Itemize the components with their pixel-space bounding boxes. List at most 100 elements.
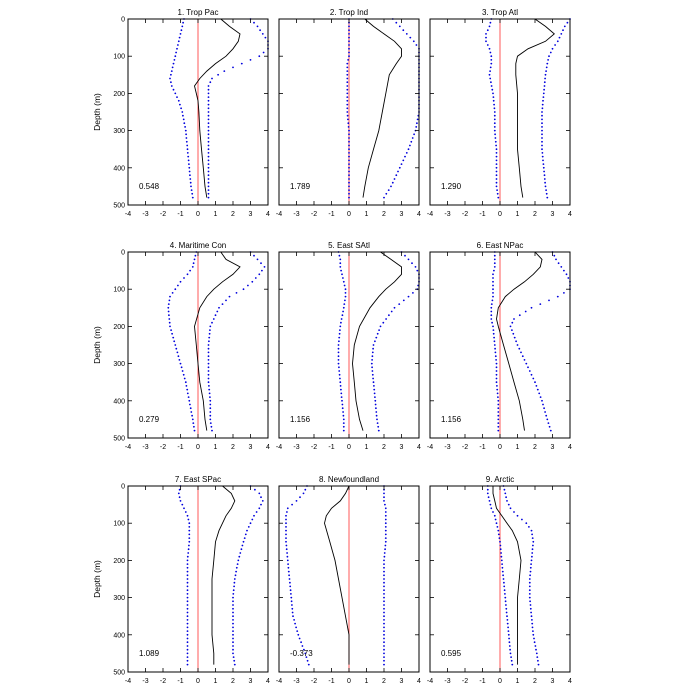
lower-bound-dot xyxy=(493,107,496,110)
lower-bound-dot xyxy=(344,295,347,298)
lower-bound-dot xyxy=(189,178,192,180)
upper-bound-dot xyxy=(535,648,537,651)
upper-bound-dot xyxy=(253,514,255,517)
lower-bound-dot xyxy=(189,181,192,184)
upper-bound-dot xyxy=(208,340,210,343)
x-tick-label: -1 xyxy=(177,211,183,218)
lower-bound-dot xyxy=(186,652,189,655)
lower-bound-dot xyxy=(293,619,295,621)
upper-bound-dot xyxy=(542,403,544,406)
lower-bound-dot xyxy=(169,77,171,80)
upper-bound-dot xyxy=(546,418,549,421)
mean-profile-line xyxy=(496,251,543,431)
lower-bound-dot xyxy=(342,429,345,432)
upper-bound-dot xyxy=(384,544,387,547)
upper-bound-dot xyxy=(543,174,546,177)
lower-bound-dot xyxy=(168,318,171,320)
x-tick-label: 1 xyxy=(214,678,218,685)
upper-bound-dot xyxy=(246,529,248,532)
panel-stat-value: 1.290 xyxy=(441,182,462,191)
lower-bound-dot xyxy=(495,362,498,365)
upper-bound-dot xyxy=(232,596,234,599)
lower-bound-dot xyxy=(299,496,301,499)
y-tick-label: 200 xyxy=(113,324,125,331)
upper-bound-dot xyxy=(383,652,385,655)
upper-bound-dot xyxy=(235,570,238,573)
upper-bound-dot xyxy=(512,332,515,335)
upper-bound-dot xyxy=(545,192,548,195)
lower-bound-dot xyxy=(186,392,189,395)
lower-bound-dot xyxy=(494,137,497,139)
lower-bound-dot xyxy=(493,258,496,261)
lower-bound-dot xyxy=(188,537,191,539)
upper-bound-dot xyxy=(530,559,533,562)
upper-bound-dot xyxy=(371,355,374,358)
lower-bound-dot xyxy=(186,645,189,647)
lower-bound-dot xyxy=(172,62,175,65)
lower-bound-dot xyxy=(501,563,503,565)
upper-bound-dot xyxy=(209,325,212,328)
upper-bound-dot xyxy=(566,21,569,24)
lower-bound-dot xyxy=(182,118,185,121)
lower-bound-dot xyxy=(286,555,289,558)
upper-bound-dot xyxy=(534,381,536,384)
lower-bound-dot xyxy=(342,277,344,279)
upper-bound-dot xyxy=(402,29,405,32)
upper-bound-dot xyxy=(207,189,210,192)
lower-bound-dot xyxy=(338,340,340,343)
upper-bound-dot xyxy=(263,266,266,268)
lower-bound-dot xyxy=(499,548,502,551)
lower-bound-dot xyxy=(285,518,287,521)
upper-bound-dot xyxy=(407,295,410,298)
lower-bound-dot xyxy=(504,593,506,595)
upper-bound-dot xyxy=(249,59,252,61)
upper-bound-dot xyxy=(529,566,532,569)
panel-title: 2. Trop Ind xyxy=(330,8,368,17)
lower-bound-dot xyxy=(177,44,179,46)
lower-bound-dot xyxy=(492,280,494,283)
lower-bound-dot xyxy=(186,659,189,662)
lower-bound-dot xyxy=(340,388,342,391)
lower-bound-dot xyxy=(337,355,340,358)
upper-bound-dot xyxy=(537,659,539,662)
upper-bound-dot xyxy=(541,114,543,117)
x-tick-label: 1 xyxy=(365,444,369,451)
upper-bound-dot xyxy=(371,373,374,376)
upper-bound-dot xyxy=(207,347,210,350)
upper-bound-dot xyxy=(233,578,236,580)
lower-bound-dot xyxy=(186,570,189,573)
lower-bound-dot xyxy=(187,396,190,398)
lower-bound-dot xyxy=(485,40,487,43)
upper-bound-dot xyxy=(232,66,234,69)
upper-bound-dot xyxy=(521,355,524,358)
upper-bound-dot xyxy=(383,585,385,588)
panel-8: 8. Newfoundland -4 -3 -2 -1 0 1 2 3 4 -0.373 xyxy=(276,475,421,685)
upper-bound-dot xyxy=(207,88,210,91)
upper-bound-dot xyxy=(531,548,534,551)
upper-bound-dot xyxy=(208,385,210,387)
upper-bound-dot xyxy=(207,144,210,147)
upper-bound-dot xyxy=(388,314,390,317)
upper-bound-dot xyxy=(384,533,387,536)
lower-bound-dot xyxy=(496,189,498,192)
lower-bound-dot xyxy=(496,388,499,391)
upper-bound-dot xyxy=(520,351,522,354)
upper-bound-dot xyxy=(232,626,234,629)
upper-bound-dot xyxy=(402,299,405,302)
upper-bound-dot xyxy=(376,418,378,421)
lower-bound-dot xyxy=(175,51,178,54)
x-tick-label: 4 xyxy=(266,211,270,218)
lower-bound-dot xyxy=(348,152,350,154)
lower-bound-dot xyxy=(177,99,180,102)
lower-bound-dot xyxy=(297,633,300,636)
upper-bound-dot xyxy=(383,566,385,569)
upper-bound-dot xyxy=(518,314,521,317)
lower-bound-dot xyxy=(342,411,344,413)
lower-bound-dot xyxy=(338,370,341,372)
lower-bound-dot xyxy=(495,174,498,177)
lower-bound-dot xyxy=(491,321,493,324)
upper-bound-dot xyxy=(383,619,385,621)
upper-bound-dot xyxy=(244,533,247,536)
upper-bound-dot xyxy=(383,611,385,614)
lower-bound-dot xyxy=(490,81,492,84)
